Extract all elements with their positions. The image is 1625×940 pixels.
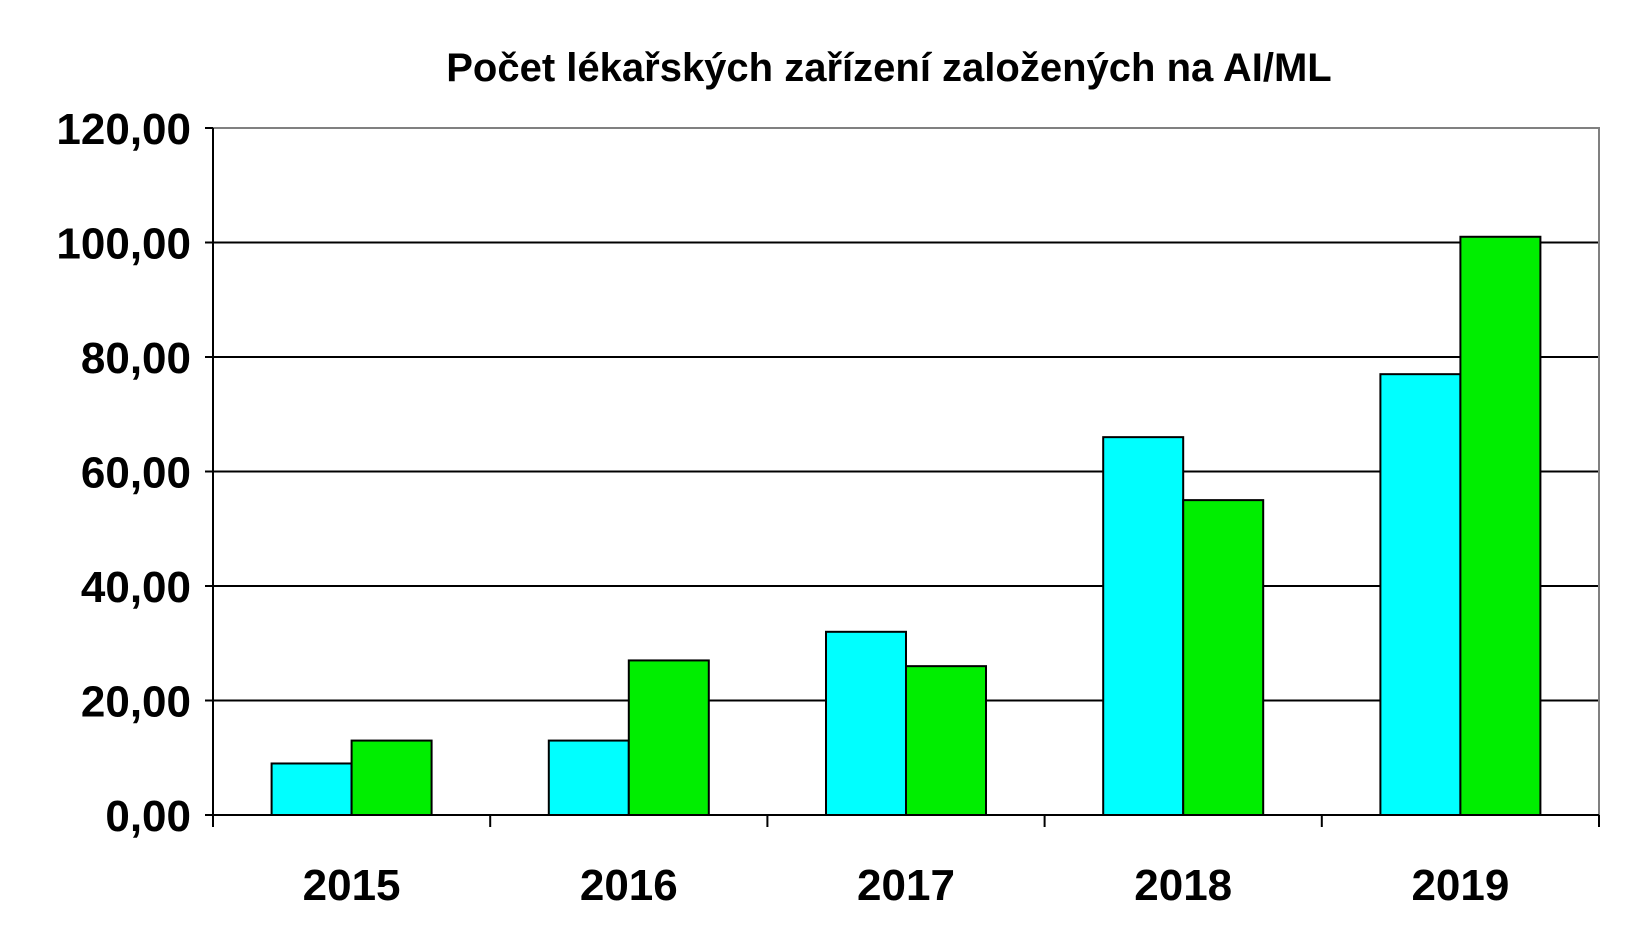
x-tick-label: 2018	[1134, 861, 1232, 910]
x-tick-label: 2016	[580, 861, 678, 910]
y-tick-label: 60,00	[81, 449, 191, 498]
x-tick-label: 2019	[1411, 861, 1509, 910]
axes	[205, 127, 1600, 827]
bar-series-1-2019	[1379, 373, 1462, 816]
gridlines	[213, 241, 1599, 702]
bar-series-2-2018	[1182, 499, 1265, 816]
y-tick-label: 80,00	[81, 334, 191, 383]
y-axis-tick-labels: 0,00 20,00 40,00 60,00 80,00 100,00 120,00	[56, 105, 191, 841]
bar-series-1-2016	[547, 739, 630, 817]
x-axis-tick-labels: 2015 2016 2017 2018 2019	[303, 861, 1510, 910]
bar-series-1-2015	[270, 762, 353, 816]
bar-series-1-2018	[1102, 436, 1185, 816]
bars	[270, 235, 1542, 817]
y-tick-label: 0,00	[105, 792, 191, 841]
y-tick-label: 20,00	[81, 678, 191, 727]
bar-series-1-2017	[825, 630, 907, 816]
y-tick-label: 100,00	[56, 220, 191, 269]
y-tick-label: 120,00	[56, 105, 191, 154]
bar-series-2-2019	[1459, 235, 1542, 816]
y-tick-label: 40,00	[81, 563, 191, 612]
x-tick-label: 2017	[857, 861, 955, 910]
x-tick-label: 2015	[303, 861, 401, 910]
bar-series-2-2015	[350, 739, 433, 817]
bar-series-2-2017	[905, 665, 987, 817]
chart-title: Počet lékařských zařízení založených na …	[446, 46, 1332, 90]
bar-series-2-2016	[627, 659, 710, 816]
